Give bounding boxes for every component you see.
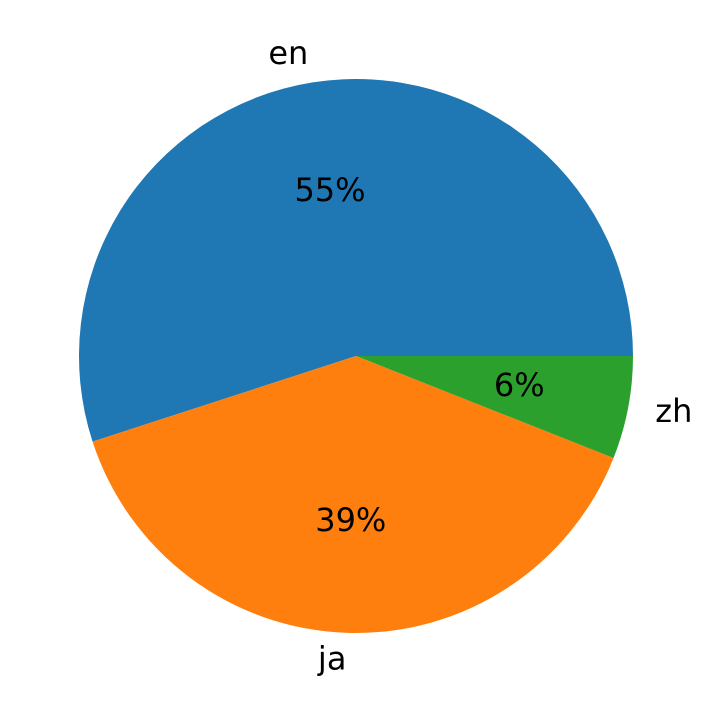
slice-label: ja bbox=[317, 640, 347, 678]
slice-label: en bbox=[268, 34, 308, 72]
percent-label: 55% bbox=[294, 171, 365, 209]
pie-slice bbox=[356, 356, 633, 458]
percent-label: 39% bbox=[315, 501, 386, 539]
pie-slice bbox=[78, 78, 634, 442]
slice-label: zh bbox=[655, 392, 692, 430]
percent-label: 6% bbox=[494, 366, 545, 404]
pie-slice bbox=[92, 356, 614, 633]
